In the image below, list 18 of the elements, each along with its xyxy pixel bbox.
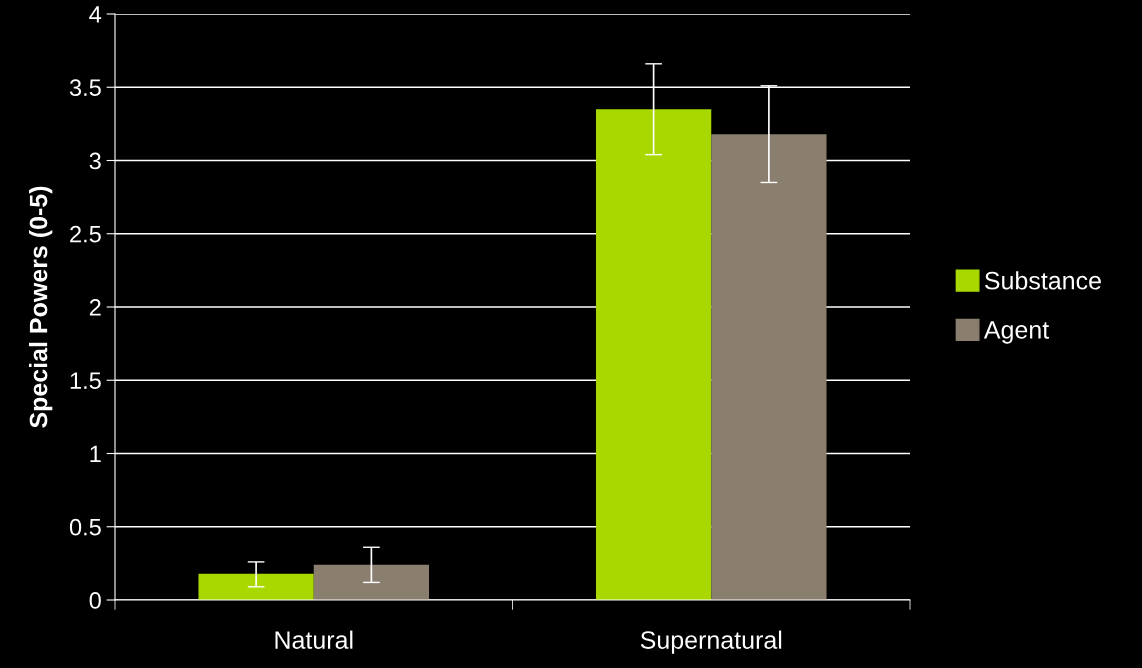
y-tick-label: 1.5 bbox=[70, 372, 101, 390]
y-tick-label: 1 bbox=[90, 445, 101, 463]
y-tick-label: 0.5 bbox=[69, 518, 101, 536]
bar bbox=[198, 573, 314, 600]
x-tick-label: Natural bbox=[275, 630, 353, 649]
legend-label: Substance bbox=[984, 271, 1101, 290]
y-tick-label: 2.5 bbox=[70, 225, 101, 243]
y-axis-title: Special Powers (0-5) bbox=[29, 186, 53, 428]
y-tick-label: 4 bbox=[89, 6, 102, 23]
y-tick-label: 0 bbox=[89, 592, 101, 609]
x-tick-label: Supernatural bbox=[640, 630, 782, 654]
legend-label: Agent bbox=[983, 321, 1049, 344]
y-tick-label: 2 bbox=[89, 299, 101, 316]
bar bbox=[595, 109, 712, 600]
bar bbox=[313, 564, 430, 600]
y-tick-label: 3.5 bbox=[69, 79, 101, 97]
bar bbox=[711, 134, 827, 600]
y-tick-label: 3 bbox=[89, 152, 101, 170]
